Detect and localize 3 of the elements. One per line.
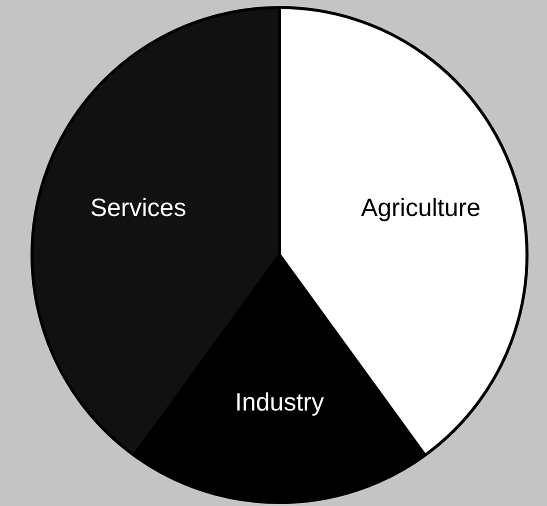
slice-label: Industry	[235, 388, 324, 416]
slice-label: Agriculture	[360, 194, 480, 222]
slice-label: Services	[90, 194, 186, 222]
